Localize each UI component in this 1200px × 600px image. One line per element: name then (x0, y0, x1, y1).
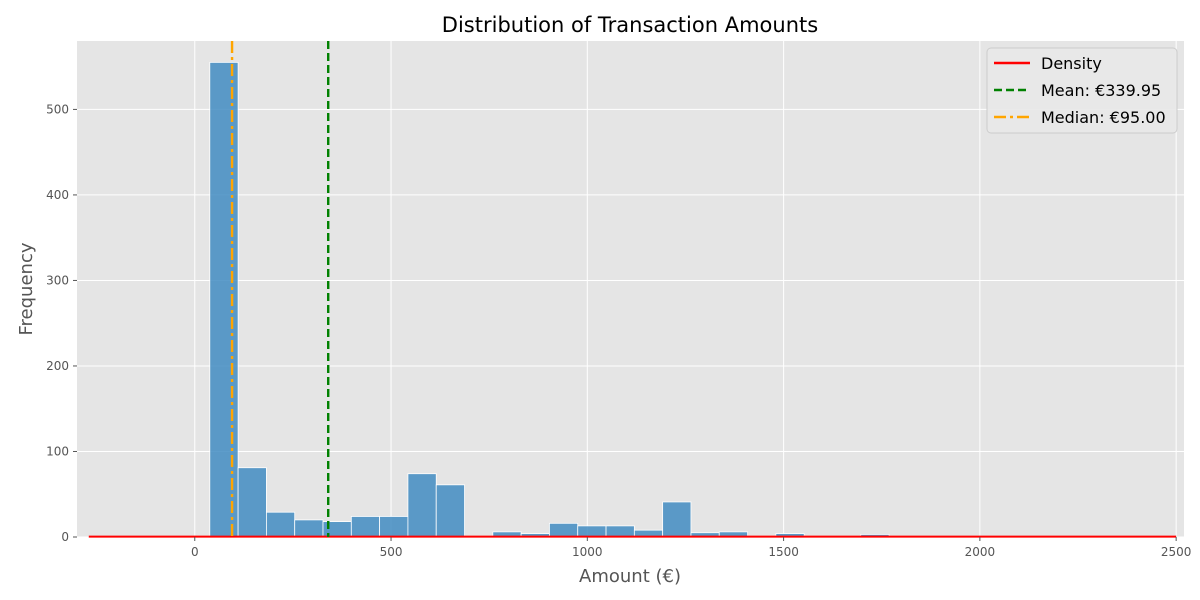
histogram-bars (209, 61, 890, 538)
y-tick-label: 400 (46, 188, 69, 202)
x-tick-label: 0 (191, 545, 199, 559)
legend-box (986, 47, 1178, 134)
histogram-bar (407, 473, 437, 538)
histogram-bar (350, 516, 381, 538)
y-tick-label: 100 (46, 444, 69, 458)
legend: Density Mean: €339.95 Median: €95.00 (986, 47, 1178, 134)
histogram-bar (237, 467, 267, 538)
y-axis-ticks: 0 100 200 300 400 500 (46, 102, 77, 544)
histogram-bar (577, 525, 607, 538)
histogram-bar (209, 61, 239, 538)
legend-label: Median: €95.00 (1041, 108, 1166, 127)
chart-title: Distribution of Transaction Amounts (442, 13, 818, 37)
legend-label: Density (1041, 54, 1102, 73)
y-tick-label: 200 (46, 359, 69, 373)
y-tick-label: 300 (46, 273, 69, 287)
histogram-bar (662, 501, 692, 538)
y-axis-label: Frequency (16, 242, 37, 335)
x-axis-ticks: 0 500 1000 1500 2000 2500 (191, 537, 1191, 559)
x-tick-label: 1500 (768, 545, 799, 559)
x-tick-label: 2500 (1161, 545, 1192, 559)
legend-label: Mean: €339.95 (1041, 81, 1161, 100)
x-tick-label: 2000 (965, 545, 996, 559)
x-tick-label: 500 (380, 545, 403, 559)
histogram-bar (435, 484, 465, 538)
histogram-bar (379, 516, 409, 538)
y-tick-label: 0 (61, 530, 69, 544)
histogram-bar (605, 525, 635, 538)
x-axis-label: Amount (€) (579, 566, 681, 587)
y-tick-label: 500 (46, 102, 69, 116)
histogram-bar (294, 519, 324, 538)
histogram-bar (549, 522, 579, 538)
histogram-bar (266, 511, 296, 538)
reference-lines (230, 41, 330, 537)
x-tick-label: 1000 (572, 545, 603, 559)
